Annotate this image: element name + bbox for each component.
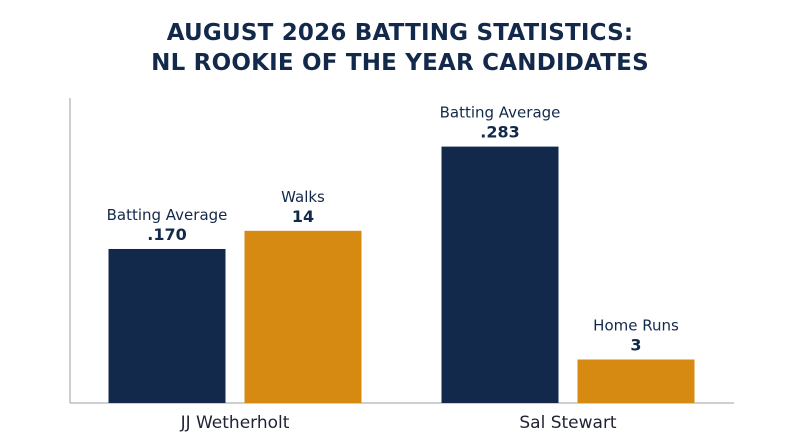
bar-value-sal-stewart-batting-average: .283 xyxy=(480,123,519,142)
bar-label-sal-stewart-home-runs: Home Runs xyxy=(593,317,679,335)
bar-jj-wetherholt-batting-average xyxy=(108,248,226,403)
bar-value-jj-wetherholt-batting-average: .170 xyxy=(147,225,186,244)
chart-title-line-1: AUGUST 2026 BATTING STATISTICS: xyxy=(166,20,634,46)
bar-value-jj-wetherholt-walks: 14 xyxy=(292,207,314,226)
bar-label-sal-stewart-batting-average: Batting Average xyxy=(440,104,561,122)
bar-label-jj-wetherholt-batting-average: Batting Average xyxy=(107,206,228,224)
chart-title-line-2: NL ROOKIE OF THE YEAR CANDIDATES xyxy=(151,50,649,76)
bar-label-jj-wetherholt-walks: Walks xyxy=(281,188,325,206)
category-label-sal-stewart: Sal Stewart xyxy=(519,413,617,433)
bar-sal-stewart-batting-average xyxy=(441,146,559,404)
category-label-jj-wetherholt: JJ Wetherholt xyxy=(180,413,290,433)
bar-value-sal-stewart-home-runs: 3 xyxy=(630,336,641,355)
bar-jj-wetherholt-walks xyxy=(244,230,362,403)
bar-sal-stewart-home-runs xyxy=(577,359,695,403)
